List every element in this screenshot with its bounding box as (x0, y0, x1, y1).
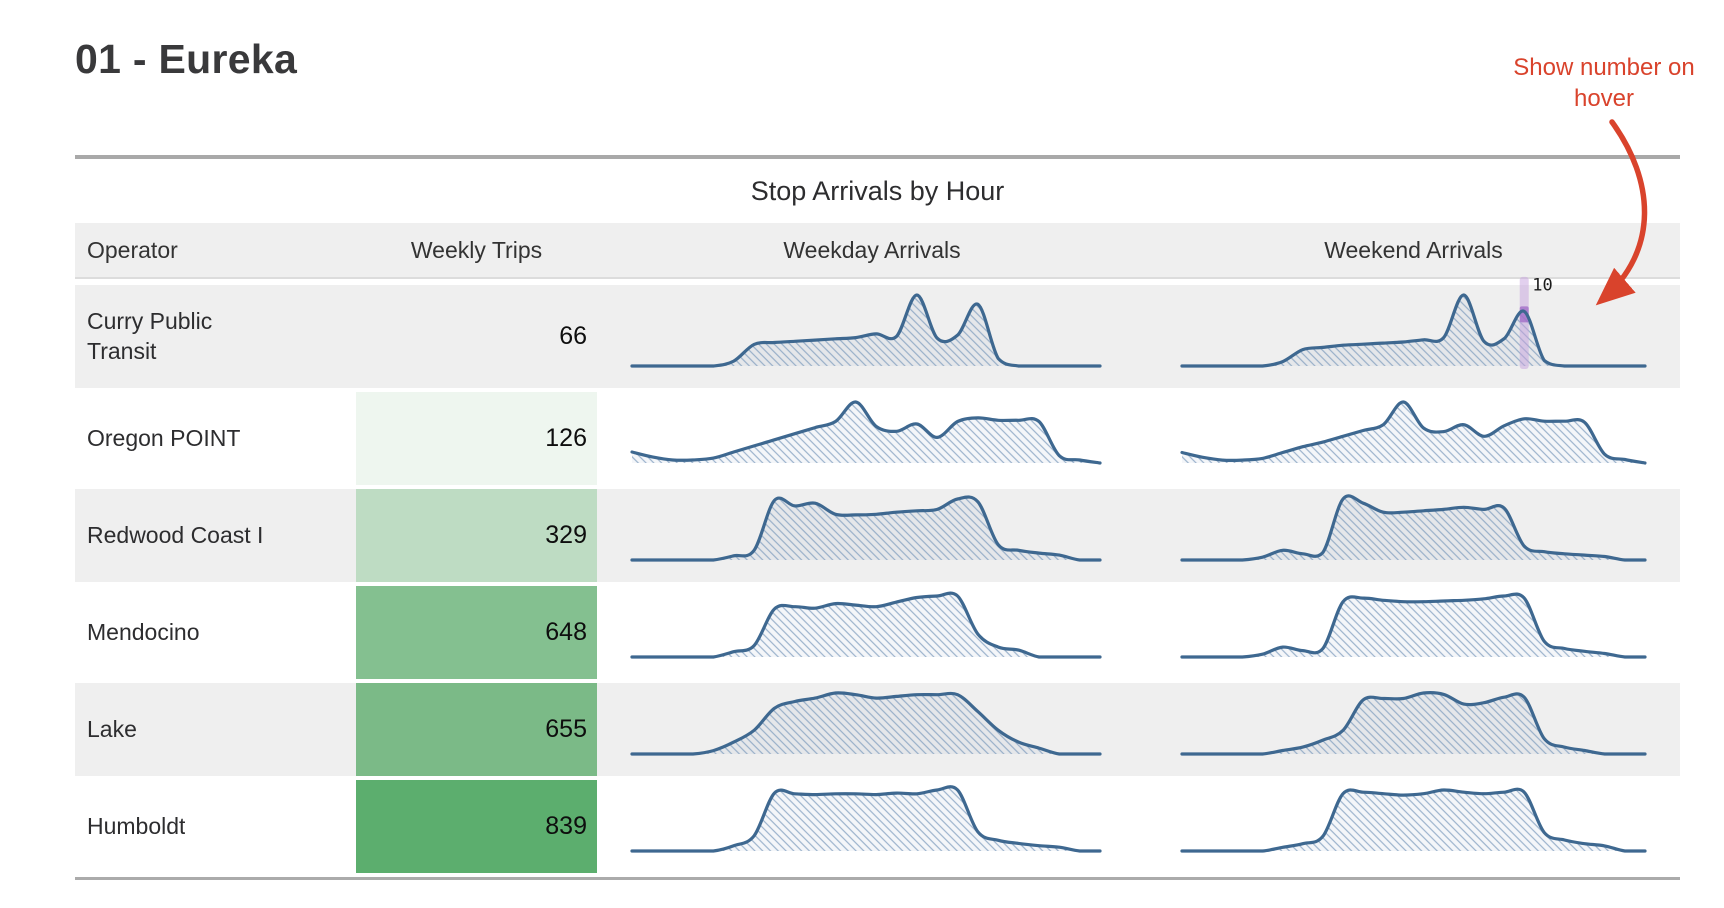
weekday-sparkline[interactable] (597, 780, 1147, 873)
sparkline-area (1182, 789, 1645, 851)
operator-cell: Curry Public Transit (75, 285, 356, 388)
sparkline-area (632, 786, 1100, 851)
sparkline-line (630, 400, 1102, 465)
sparkline-area (632, 593, 1100, 657)
weekday-sparkline[interactable] (597, 392, 1147, 485)
hover-annotation-text: Show number on hover (1513, 54, 1695, 113)
operator-name: Redwood Coast I (87, 521, 264, 548)
weekday-arrivals-cell (597, 285, 1147, 388)
operator-cell: Mendocino (75, 586, 356, 679)
sparkline-area (632, 692, 1100, 754)
table-caption: Stop Arrivals by Hour (75, 159, 1680, 223)
table-row: Redwood Coast I 329 (75, 489, 1680, 582)
sparkline-line (630, 691, 1102, 756)
weekday-arrivals-cell (597, 392, 1147, 485)
operator-cell: Lake (75, 683, 356, 776)
weekday-arrivals-cell (597, 489, 1147, 582)
column-header-operator: Operator (87, 236, 178, 263)
sparkline-area (1182, 692, 1645, 754)
weekend-arrivals-cell (1147, 392, 1680, 485)
hover-marker-bar (1519, 276, 1529, 369)
operator-name: Curry Public Transit (87, 308, 213, 364)
sparkline-area (632, 294, 1100, 366)
operator-cell: Humboldt (75, 780, 356, 873)
weekly-trips-cell: 648 (356, 586, 597, 679)
weekday-arrivals-cell (597, 683, 1147, 776)
operator-name: Oregon POINT (87, 424, 241, 451)
weekend-sparkline[interactable]: 10 (1147, 275, 1680, 388)
operator-cell: Oregon POINT (75, 392, 356, 485)
table-body: Curry Public Transit 66 10 Oregon POINT 126 R… (75, 275, 1680, 873)
sparkline-line (1180, 494, 1647, 562)
table-row: Lake 655 (75, 683, 1680, 776)
sparkline-line (1180, 787, 1647, 853)
sparkline-area (1182, 495, 1645, 560)
weekly-trips-cell: 655 (356, 683, 597, 776)
weekday-arrivals-cell (597, 780, 1147, 873)
sparkline-line (630, 591, 1102, 659)
table-header-row: Operator Weekly Trips Weekday Arrivals W… (75, 223, 1680, 279)
weekend-sparkline[interactable] (1147, 586, 1680, 679)
weekday-arrivals-cell (597, 586, 1147, 679)
operator-cell: Redwood Coast I (75, 489, 356, 582)
weekend-sparkline[interactable] (1147, 683, 1680, 776)
weekly-trips-cell: 329 (356, 489, 597, 582)
sparkline-line (630, 495, 1102, 562)
weekend-arrivals-cell: 10 (1147, 275, 1680, 388)
weekday-sparkline[interactable] (597, 489, 1147, 582)
sparkline-area (1182, 294, 1645, 366)
column-header-weekly-trips: Weekly Trips (410, 236, 543, 263)
sparkline-line (1180, 691, 1647, 756)
sparkline-line (630, 785, 1102, 853)
weekend-arrivals-cell (1147, 489, 1680, 582)
weekend-arrivals-cell (1147, 683, 1680, 776)
weekend-arrivals-cell (1147, 780, 1680, 873)
sparkline-area (1182, 401, 1645, 463)
sparkline-line (1180, 293, 1647, 368)
sparkline-area (1182, 594, 1645, 657)
weekday-sparkline[interactable] (597, 586, 1147, 679)
weekend-sparkline[interactable] (1147, 780, 1680, 873)
weekly-trips-cell: 126 (356, 392, 597, 485)
weekday-sparkline[interactable] (597, 285, 1147, 388)
table-row: Curry Public Transit 66 10 (75, 275, 1680, 388)
column-header-weekend-arrivals: Weekend Arrivals (1324, 236, 1503, 263)
operator-name: Humboldt (87, 812, 186, 839)
weekday-sparkline[interactable] (597, 683, 1147, 776)
weekly-trips-cell: 839 (356, 780, 597, 873)
weekend-arrivals-cell (1147, 586, 1680, 679)
table-row: Oregon POINT 126 (75, 392, 1680, 485)
operator-name: Lake (87, 715, 137, 742)
stop-arrivals-table: Stop Arrivals by Hour Operator Weekly Tr… (75, 155, 1680, 880)
weekend-sparkline[interactable] (1147, 489, 1680, 582)
sparkline-line (630, 293, 1102, 368)
sparkline-line (1180, 592, 1647, 659)
page-title: 01 - Eureka (75, 36, 298, 82)
weekend-sparkline[interactable] (1147, 392, 1680, 485)
table-row: Humboldt 839 (75, 780, 1680, 873)
hover-value-label: 10 (1532, 275, 1552, 295)
operator-name: Mendocino (87, 618, 200, 645)
sparkline-line (1180, 400, 1647, 465)
column-header-weekday-arrivals: Weekday Arrivals (783, 236, 961, 263)
table-row: Mendocino 648 (75, 586, 1680, 679)
weekly-trips-cell: 66 (559, 322, 587, 350)
